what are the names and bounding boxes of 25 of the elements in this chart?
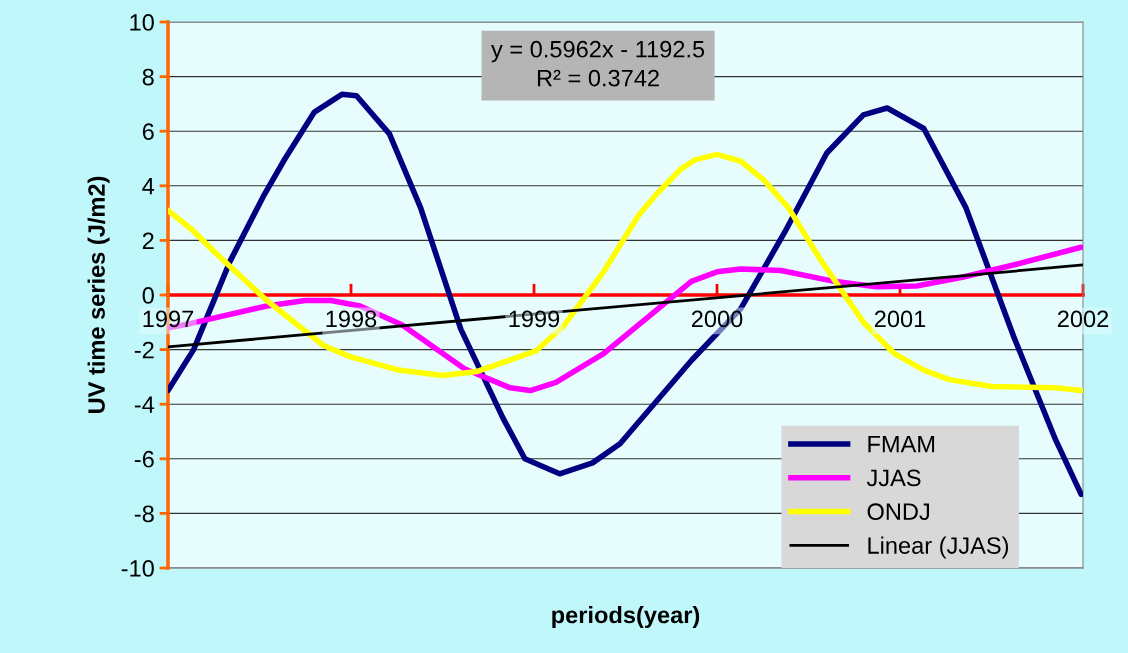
x-tick-label: 1999 — [509, 310, 560, 328]
y-tick-label: -2 — [134, 341, 154, 359]
x-tick-label: 2000 — [691, 310, 743, 328]
legend-label: JJAS — [866, 469, 921, 487]
y-tick-label: 0 — [142, 287, 154, 304]
legend-label: FMAM — [868, 435, 935, 453]
legend-label: ONDJ — [867, 503, 930, 521]
y-tick-label: 10 — [130, 14, 154, 31]
y-tick-label: -8 — [134, 505, 154, 523]
y-axis-title: UV time series (J/m2) — [87, 176, 110, 413]
x-tick-label: 2002 — [1057, 310, 1109, 328]
annotation: R² = 0.3742 — [537, 69, 659, 87]
x-tick-label: 1998 — [326, 310, 377, 328]
y-tick-label: 4 — [142, 178, 155, 195]
y-tick-label: -10 — [121, 560, 154, 577]
annotation: y = 0.5962x - 1192.5 — [491, 40, 705, 63]
y-tick-label: 8 — [142, 68, 154, 86]
y-tick-label: 2 — [142, 232, 154, 249]
y-tick-label: -6 — [134, 450, 154, 468]
y-tick-label: 6 — [142, 123, 154, 140]
x-tick-label: 2001 — [874, 310, 926, 328]
x-tick-label: 1997 — [143, 310, 194, 328]
y-tick-label: -4 — [134, 396, 155, 413]
x-axis-title: periods(year) — [552, 605, 700, 629]
legend-label: Linear (JJAS) — [868, 536, 1009, 559]
